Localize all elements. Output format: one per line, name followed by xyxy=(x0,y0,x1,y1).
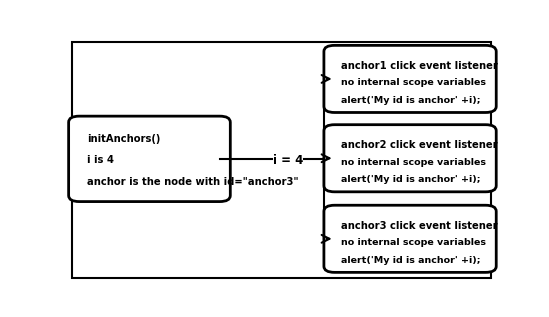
Text: no internal scope variables: no internal scope variables xyxy=(341,78,486,87)
Text: initAnchors(): initAnchors() xyxy=(87,134,160,144)
FancyBboxPatch shape xyxy=(324,125,496,192)
Text: i = 4: i = 4 xyxy=(272,153,303,167)
Text: alert('My id is anchor' +i);: alert('My id is anchor' +i); xyxy=(341,175,481,184)
Text: anchor1 click event listener: anchor1 click event listener xyxy=(341,61,498,71)
FancyBboxPatch shape xyxy=(324,205,496,272)
Text: anchor2 click event listener: anchor2 click event listener xyxy=(341,140,498,150)
Text: anchor3 click event listener: anchor3 click event listener xyxy=(341,221,498,231)
Text: no internal scope variables: no internal scope variables xyxy=(341,238,486,247)
Text: alert('My id is anchor' +i);: alert('My id is anchor' +i); xyxy=(341,256,481,265)
FancyBboxPatch shape xyxy=(324,45,496,113)
Text: anchor is the node with id="anchor3": anchor is the node with id="anchor3" xyxy=(87,177,299,187)
Text: no internal scope variables: no internal scope variables xyxy=(341,158,486,167)
FancyBboxPatch shape xyxy=(72,42,491,278)
FancyBboxPatch shape xyxy=(69,116,231,202)
Text: i is 4: i is 4 xyxy=(87,155,114,165)
Text: alert('My id is anchor' +i);: alert('My id is anchor' +i); xyxy=(341,96,481,105)
